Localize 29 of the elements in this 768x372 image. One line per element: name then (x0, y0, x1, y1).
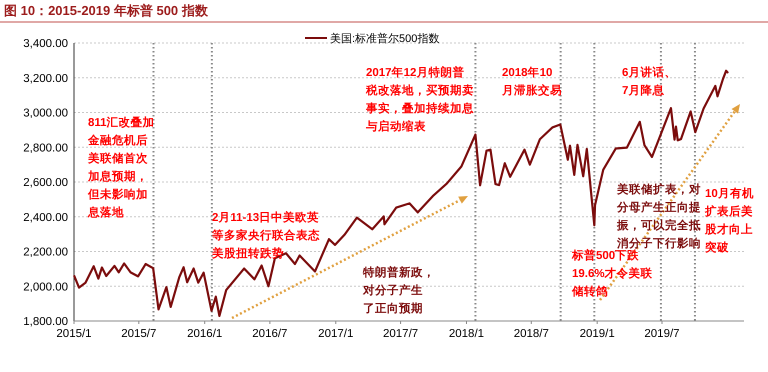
y-tick-label: 2,800.00 (23, 142, 68, 154)
x-tick-label: 2016/1 (187, 328, 222, 340)
chart-title: 图 10：2015-2019 年标普 500 指数 (4, 3, 209, 18)
annotation: 2018年10月滞胀交易 (501, 65, 562, 97)
y-tick-label: 1,800.00 (23, 316, 68, 328)
x-tick-label: 2017/1 (318, 328, 354, 340)
annotation: 特朗普新政，对分子产生了正向预期 (362, 265, 435, 315)
annotation: 美联储扩表，对分母产生正向提振，可以完全抵消分子下行影响 (616, 182, 701, 250)
x-tick-label: 2015/7 (121, 328, 156, 340)
legend-label: 美国:标准普尔500指数 (330, 32, 440, 45)
x-tick-label: 2015/1 (56, 328, 92, 340)
y-tick-label: 3,400.00 (23, 38, 68, 50)
annotation: 10月有机扩表后美股才向上突破 (704, 186, 754, 254)
x-tick-label: 2016/7 (252, 328, 288, 340)
y-tick-label: 2,400.00 (23, 212, 68, 224)
annotation: 标普500下跌19.6%才令美联储转鸽 (571, 248, 654, 298)
annotation: 2017年12月特朗普税改落地，买预期卖事实，叠加持续加息与启动缩表 (365, 65, 475, 133)
x-tick-label: 2018/1 (448, 328, 484, 340)
x-tick-label: 2018/7 (514, 328, 549, 340)
y-tick-label: 3,000.00 (23, 108, 68, 120)
y-tick-label: 2,600.00 (23, 177, 68, 189)
annotation: 811汇改叠加金融危机后美联储首次加息预期，但未影响加息落地 (87, 115, 155, 219)
x-tick-label: 2019/1 (580, 328, 615, 340)
y-tick-label: 3,200.00 (23, 72, 68, 85)
x-tick-label: 2017/7 (382, 328, 418, 340)
annotation: 6月讲话、7月降息 (622, 65, 676, 97)
x-tick-label: 2019/7 (644, 328, 680, 340)
y-tick-label: 2,000.00 (23, 281, 68, 294)
y-tick-label: 2,200.00 (23, 246, 68, 258)
